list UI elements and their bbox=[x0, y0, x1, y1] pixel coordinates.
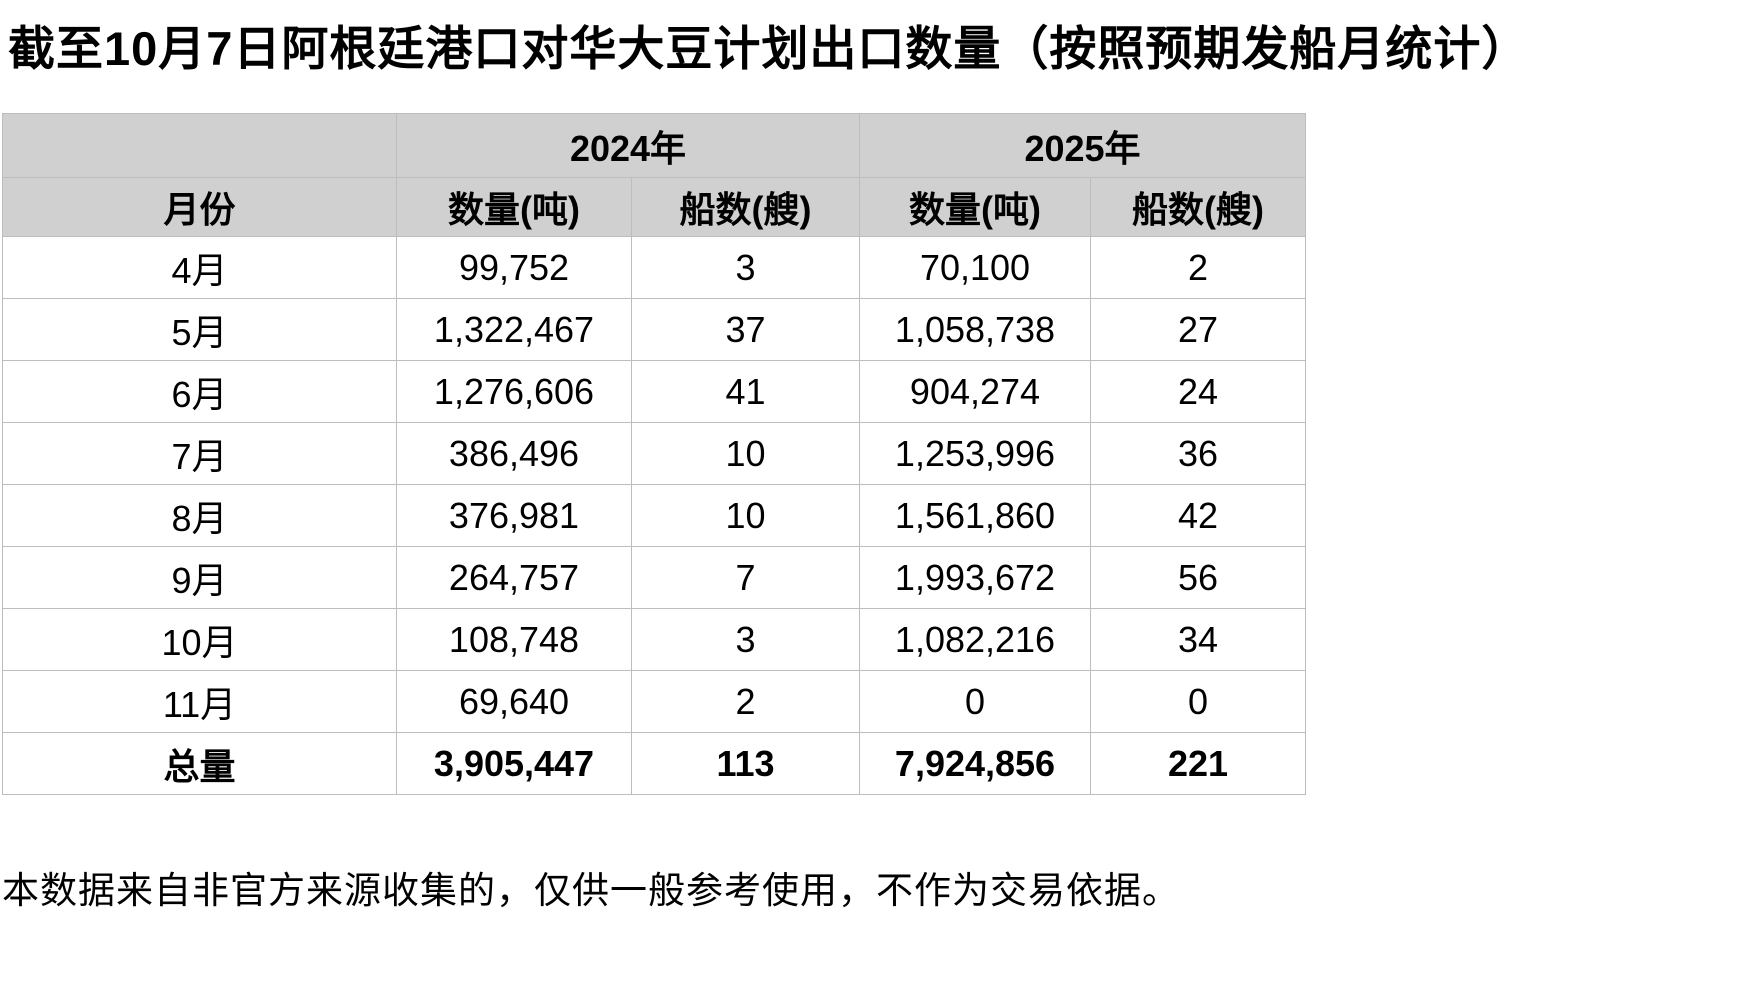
value-cell: 113 bbox=[631, 732, 860, 795]
value-cell: 70,100 bbox=[859, 236, 1091, 299]
export-table: 2024年 2025年 月份 数量(吨) 船数(艘) 数量(吨) 船数(艘) 4… bbox=[2, 113, 1306, 795]
month-cell: 4月 bbox=[2, 236, 397, 299]
value-cell: 0 bbox=[859, 670, 1091, 733]
value-cell: 69,640 bbox=[396, 670, 632, 733]
month-cell: 11月 bbox=[2, 670, 397, 733]
table-row: 7月 386,496 10 1,253,996 36 bbox=[2, 422, 1306, 485]
value-cell: 386,496 bbox=[396, 422, 632, 485]
value-cell: 36 bbox=[1090, 422, 1306, 485]
month-cell: 总量 bbox=[2, 732, 397, 795]
value-cell: 34 bbox=[1090, 608, 1306, 671]
value-cell: 904,274 bbox=[859, 360, 1091, 423]
column-header-row: 月份 数量(吨) 船数(艘) 数量(吨) 船数(艘) bbox=[2, 177, 1306, 237]
value-cell: 2 bbox=[1090, 236, 1306, 299]
value-cell: 37 bbox=[631, 298, 860, 361]
value-cell: 10 bbox=[631, 484, 860, 547]
value-cell: 1,561,860 bbox=[859, 484, 1091, 547]
value-cell: 221 bbox=[1090, 732, 1306, 795]
footnote: 本数据来自非官方来源收集的，仅供一般参考使用，不作为交易依据。 bbox=[2, 870, 1180, 911]
ships-2024-column-header: 船数(艘) bbox=[631, 177, 860, 237]
table-row: 11月 69,640 2 0 0 bbox=[2, 670, 1306, 733]
value-cell: 1,322,467 bbox=[396, 298, 632, 361]
value-cell: 108,748 bbox=[396, 608, 632, 671]
value-cell: 0 bbox=[1090, 670, 1306, 733]
value-cell: 56 bbox=[1090, 546, 1306, 609]
blank-header-cell bbox=[2, 113, 397, 178]
value-cell: 3,905,447 bbox=[396, 732, 632, 795]
value-cell: 3 bbox=[631, 608, 860, 671]
table-row: 9月 264,757 7 1,993,672 56 bbox=[2, 546, 1306, 609]
value-cell: 27 bbox=[1090, 298, 1306, 361]
value-cell: 3 bbox=[631, 236, 860, 299]
value-cell: 1,276,606 bbox=[396, 360, 632, 423]
table-body: 4月 99,752 3 70,100 2 5月 1,322,467 37 1,058,738 27… bbox=[2, 236, 1306, 795]
value-cell: 2 bbox=[631, 670, 860, 733]
table-row: 8月 376,981 10 1,561,860 42 bbox=[2, 484, 1306, 547]
value-cell: 376,981 bbox=[396, 484, 632, 547]
year-2024-header: 2024年 bbox=[396, 113, 860, 178]
table-row: 4月 99,752 3 70,100 2 bbox=[2, 236, 1306, 299]
page-title: 截至10月7日阿根廷港口对华大豆计划出口数量（按照预期发船月统计） bbox=[8, 22, 1530, 75]
value-cell: 42 bbox=[1090, 484, 1306, 547]
month-column-header: 月份 bbox=[2, 177, 397, 237]
month-cell: 6月 bbox=[2, 360, 397, 423]
table-row: 6月 1,276,606 41 904,274 24 bbox=[2, 360, 1306, 423]
value-cell: 7 bbox=[631, 546, 860, 609]
ships-2025-column-header: 船数(艘) bbox=[1090, 177, 1306, 237]
quantity-2024-column-header: 数量(吨) bbox=[396, 177, 632, 237]
month-cell: 9月 bbox=[2, 546, 397, 609]
value-cell: 99,752 bbox=[396, 236, 632, 299]
value-cell: 264,757 bbox=[396, 546, 632, 609]
value-cell: 1,993,672 bbox=[859, 546, 1091, 609]
quantity-2025-column-header: 数量(吨) bbox=[859, 177, 1091, 237]
table-row: 5月 1,322,467 37 1,058,738 27 bbox=[2, 298, 1306, 361]
year-2025-header: 2025年 bbox=[859, 113, 1306, 178]
table-row: 10月 108,748 3 1,082,216 34 bbox=[2, 608, 1306, 671]
value-cell: 41 bbox=[631, 360, 860, 423]
value-cell: 1,082,216 bbox=[859, 608, 1091, 671]
month-cell: 5月 bbox=[2, 298, 397, 361]
value-cell: 24 bbox=[1090, 360, 1306, 423]
month-cell: 10月 bbox=[2, 608, 397, 671]
value-cell: 10 bbox=[631, 422, 860, 485]
table-total-row: 总量 3,905,447 113 7,924,856 221 bbox=[2, 732, 1306, 795]
value-cell: 1,253,996 bbox=[859, 422, 1091, 485]
value-cell: 7,924,856 bbox=[859, 732, 1091, 795]
value-cell: 1,058,738 bbox=[859, 298, 1091, 361]
month-cell: 8月 bbox=[2, 484, 397, 547]
year-header-row: 2024年 2025年 bbox=[2, 113, 1306, 178]
month-cell: 7月 bbox=[2, 422, 397, 485]
